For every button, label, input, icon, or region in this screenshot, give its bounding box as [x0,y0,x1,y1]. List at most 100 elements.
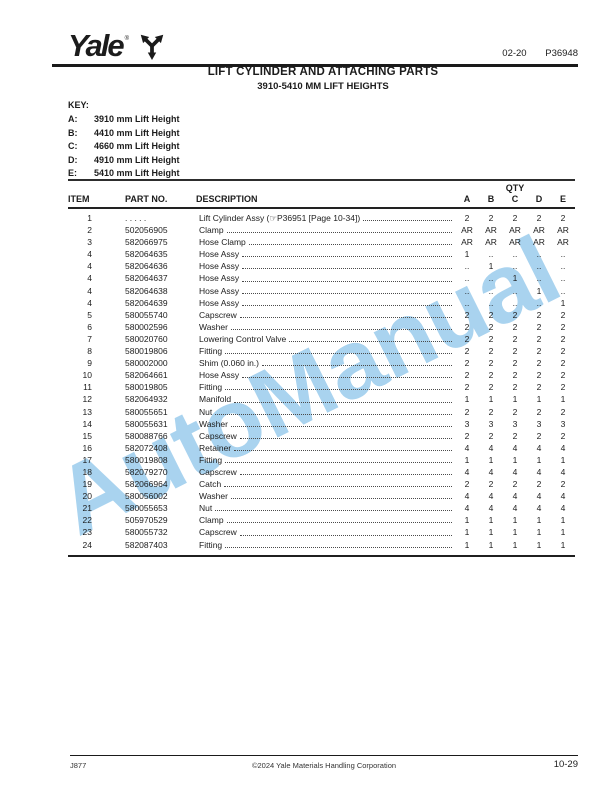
description-cell-text: Hose Assy [199,370,240,381]
qty-cell: 2 [488,309,494,320]
qty-cell: 1 [536,515,542,526]
qty-cell: 2 [512,321,518,332]
qty-cell: 2 [560,346,566,357]
qty-col-d-header: D [535,194,543,204]
description-cell: Capscrew [199,526,455,538]
qty-cell: 4 [536,491,542,502]
dot-leader [289,333,452,343]
part-no-cell: 580055732 [125,527,168,538]
table-row: 17 580019808 Fitting 1 1 1 1 1 [68,454,575,466]
qty-cell: .. [536,297,542,308]
qty-cell: 2 [536,406,542,417]
description-cell-text: Hose Assy [199,261,240,272]
qty-cells: AR AR AR AR AR [455,224,575,236]
part-no-cell: 580020760 [125,333,168,344]
part-no-cell: 582066975 [125,237,168,248]
key-entry-code: B: [68,127,78,138]
description-cell-text: Retainer [199,442,232,453]
qty-cell: 2 [512,309,518,320]
qty-cell: AR [485,225,497,236]
qty-cells: 4 4 4 4 4 [455,466,575,478]
qty-cell: 4 [512,442,518,453]
qty-cell: 1 [464,539,470,550]
qty-cell: 4 [560,442,566,453]
item-cell: 11 [83,382,92,393]
description-cell: Washer [199,490,455,502]
description-cell: Hose Assy [199,369,455,381]
qty-cell: 2 [536,321,542,332]
qty-cell: 2 [464,346,470,357]
qty-cell: AR [557,237,569,248]
dot-leader [239,430,452,439]
dot-leader [230,321,452,330]
description-cell: Hose Assy [199,272,455,284]
qty-cells: 1........ [455,248,575,260]
item-cell: 13 [82,406,92,417]
table-row: 8 580019806 Fitting 2 2 2 2 2 [68,345,575,357]
qty-cell: 1 [560,539,566,550]
part-no-cell: 580056002 [125,491,168,502]
qty-cell: 2 [464,358,470,369]
part-no-cell: 582066964 [125,479,168,490]
part-no-cell: 582079270 [125,466,168,477]
qty-cell: 2 [560,382,566,393]
qty-cells: 2 2 2 2 2 [455,478,575,490]
qty-cell: 2 [488,479,494,490]
qty-cell: AR [509,225,521,236]
qty-cell: 4 [560,503,566,514]
key-entry: E: 5410 mm Lift Height [68,167,180,181]
qty-cells: 1 1 1 1 1 [455,514,575,526]
dot-leader [242,248,452,258]
qty-cell: 2 [560,333,566,344]
description-cell: Clamp [199,514,455,526]
key-entry-code: E: [68,168,77,179]
page-footer: J877 ©2024 Yale Materials Handling Corpo… [70,755,578,770]
qty-cells: 2 2 2 2 2 [455,333,575,345]
qty-cell: .. [488,249,494,260]
qty-cell: 2 [560,406,566,417]
part-no-cell: 580055651 [125,406,168,417]
qty-cell: 2 [464,213,470,223]
dot-leader [215,502,452,512]
qty-cell: 2 [464,321,470,332]
qty-cell: 2 [560,309,566,320]
qty-cells: 2 2 2 2 2 [455,381,575,393]
qty-cell: 1 [512,539,518,550]
table-row: 9 580002000 Shim (0.060 in.) 2 2 2 2 2 [68,357,575,369]
description-cell-text: Manifold [199,394,232,405]
dot-leader [225,345,452,355]
key-block: KEY: A: 3910 mm Lift Height B: 4410 mm L… [68,100,180,181]
item-cell: 23 [82,527,92,538]
description-cell-text: Capscrew [199,309,237,320]
qty-cell: 2 [560,358,566,369]
qty-cell: 2 [464,382,470,393]
qty-cell: 4 [512,466,518,477]
qty-cell: 2 [512,479,518,490]
description-cell-text: Hose Assy [199,249,240,260]
part-no-cell: 582064636 [125,261,168,272]
key-entry: B: 4410 mm Lift Height [68,127,180,141]
description-cell-text: Nut [199,406,213,417]
key-entry: D: 4910 mm Lift Height [68,154,180,168]
part-no-cell: 580002596 [125,321,168,332]
dot-leader [242,272,452,282]
part-no-cell: 580019805 [125,382,168,393]
qty-cell: 2 [512,406,518,417]
masthead: Yale ® 02-20 P36948 [52,26,578,67]
key-entry-code: A: [68,114,78,124]
item-cell: 6 [87,321,92,332]
table-row: 18 582079270 Capscrew 4 4 4 4 4 [68,466,575,478]
description-cell-text: Lowering Control Valve [199,333,287,344]
qty-cell: 1 [512,454,518,465]
qty-cell: .. [464,261,470,272]
item-cell: 8 [87,346,92,357]
qty-group-header: QTY [505,183,525,193]
qty-cell: 2 [488,358,494,369]
qty-cell: .. [512,249,518,260]
description-cell-text: Washer [199,418,228,429]
parts-table-body: 1 . . . . . Lift Cylinder Assy (☞P36951 … [68,209,575,557]
qty-cell: .. [560,261,566,272]
dot-leader [262,357,452,367]
qty-cells: 1 1 1 1 1 [455,454,575,466]
description-cell: Hose Assy [199,248,455,260]
